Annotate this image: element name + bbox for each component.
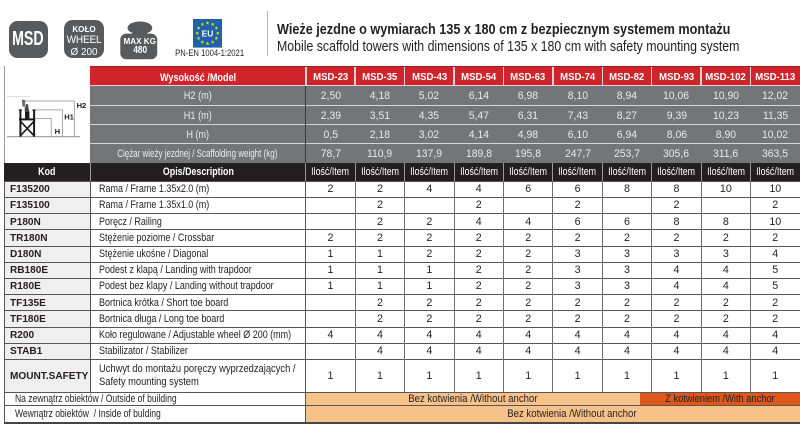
svg-text:H2: H2 — [77, 101, 87, 110]
svg-text:EU: EU — [202, 28, 214, 38]
svg-text:H: H — [55, 127, 60, 136]
svg-text:H1: H1 — [64, 113, 74, 122]
